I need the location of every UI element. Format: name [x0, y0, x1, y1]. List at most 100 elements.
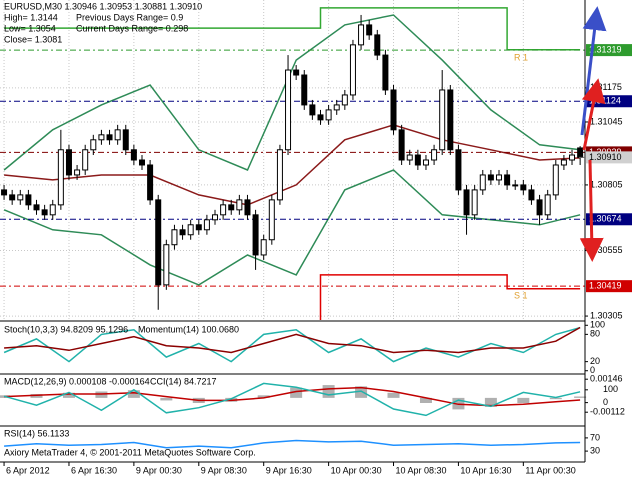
histogram-bar	[549, 397, 562, 400]
candle-body	[49, 204, 56, 216]
y-tick-label: 0	[590, 365, 595, 375]
candle-body	[325, 109, 332, 121]
candle-body	[220, 204, 227, 216]
y-tick-label: 100	[590, 320, 605, 330]
candle-body	[228, 204, 235, 211]
y-tick-label: -0.00112	[590, 407, 625, 417]
candle-body	[317, 114, 324, 121]
candle-body	[268, 199, 275, 241]
x-tick-label: 9 Apr 16:30	[266, 465, 312, 475]
histogram-bar	[322, 385, 335, 398]
candle-body	[333, 104, 340, 111]
candle-body	[577, 147, 584, 158]
symbol-label: EURUSD,M30 1.30946 1.30953 1.30881 1.309…	[4, 1, 202, 11]
y-tick-label: 1.30555	[590, 245, 623, 255]
candle-body	[390, 89, 397, 131]
y-tick-label: 20	[590, 356, 600, 366]
y-tick-label: 30	[590, 445, 600, 455]
overlay-line	[319, 274, 581, 320]
candle-body	[212, 214, 219, 221]
candle-body	[138, 159, 145, 166]
candle-body	[349, 44, 356, 96]
level-label: 1.30674	[589, 214, 622, 224]
candle-body	[147, 164, 154, 201]
histogram-bar	[355, 386, 368, 398]
candle-body	[74, 169, 81, 176]
candle-body	[106, 134, 113, 141]
candle-body	[520, 184, 527, 191]
candle-body	[122, 129, 129, 151]
candle-body	[98, 134, 105, 141]
candle-body	[544, 194, 551, 216]
y2-tick-label: 100	[603, 384, 618, 394]
candle-body	[309, 104, 316, 116]
x-tick-label: 10 Apr 00:30	[331, 465, 382, 475]
candle-body	[1, 189, 8, 196]
labels: EURUSD,M30 1.30946 1.30953 1.30881 1.309…	[4, 1, 528, 457]
indicator-line	[4, 326, 581, 354]
candle-body	[260, 239, 267, 256]
y-tick-label: 70	[590, 432, 600, 442]
candle-body	[552, 164, 559, 196]
histogram-bar	[517, 397, 530, 403]
candle-body	[57, 149, 64, 206]
info-label: Previous Days Range= 0.9	[76, 12, 183, 22]
histogram-bar	[574, 396, 587, 398]
candle-body	[130, 149, 137, 161]
candle-body	[293, 69, 300, 76]
indicator-line	[3, 382, 581, 417]
candle-body	[455, 149, 462, 191]
x-tick-label: 11 Apr 00:30	[525, 465, 575, 475]
candle-body	[276, 149, 283, 201]
y-tick-label: 1.31175	[590, 82, 622, 92]
indicator-label: Stoch(10,3,3) 94.8209 95.1296	[4, 324, 128, 334]
candle-body	[487, 174, 494, 181]
axis-layer: 6 Apr 2012 6 Apr 16:30 9 Apr 00:30 9 Apr 08…	[0, 0, 632, 475]
candle-body	[528, 189, 535, 201]
candle-body	[252, 214, 259, 256]
candle-body	[9, 194, 16, 201]
candle-body	[244, 199, 251, 216]
level-label-box	[586, 213, 632, 226]
candle-body	[90, 139, 97, 151]
candle-body	[422, 159, 429, 166]
candle-body	[195, 224, 202, 231]
candle-body	[65, 149, 72, 176]
candle-body	[163, 244, 170, 286]
level-label: 1.30419	[589, 281, 622, 291]
histogram-bar	[290, 387, 303, 398]
candle-body	[512, 184, 519, 187]
candle-body	[366, 24, 373, 36]
candle-body	[374, 34, 381, 56]
y2-tick-label: 0	[603, 397, 608, 407]
candle-body	[504, 174, 511, 186]
candle-body	[431, 149, 438, 161]
candle-body	[479, 174, 486, 191]
candle-body	[439, 89, 446, 151]
x-tick-label: 9 Apr 08:30	[201, 465, 247, 475]
arrows	[579, 6, 607, 262]
candle-body	[447, 89, 454, 151]
indicator-label: RSI(14) 56.1133	[4, 428, 69, 438]
level-label: 1.31319	[589, 44, 622, 54]
candle-body	[536, 199, 543, 216]
candle-body	[155, 199, 162, 286]
candle-body	[41, 209, 48, 216]
info-label: Current Days Range= 0.298	[76, 23, 188, 33]
footer: Axiory MetaTrader 4, © 2001-2011 MetaQuo…	[4, 447, 256, 457]
candle-body	[114, 129, 121, 141]
last-price-box	[586, 151, 632, 164]
indicator-label: CCI(14) 84.7217	[150, 376, 217, 386]
plot-layer	[0, 7, 587, 449]
candle-body	[301, 74, 308, 106]
candle-body	[463, 189, 470, 216]
overlay-line	[3, 14, 581, 171]
candle-body	[236, 199, 243, 211]
arrow	[579, 159, 604, 262]
y-tick-label: 80	[590, 329, 600, 339]
y-tick-label: 1.30805	[590, 179, 623, 189]
candle-body	[382, 54, 389, 91]
y-tick-label: 1.30305	[590, 310, 623, 320]
